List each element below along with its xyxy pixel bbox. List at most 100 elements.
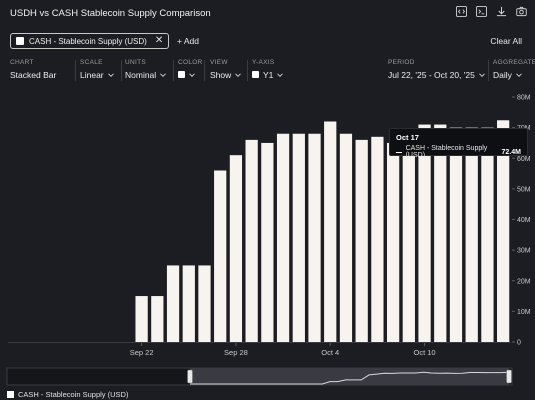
clear-all-button[interactable]: Clear All (490, 36, 522, 46)
download-icon[interactable] (496, 6, 507, 17)
y-tick-label: 40M (517, 217, 531, 224)
aggregate-label: AGGREGATE (493, 59, 535, 66)
divider (75, 60, 76, 81)
view-select[interactable]: VIEW Show (210, 59, 242, 81)
period-value: Jul 22, '25 - Oct 20, '25 (388, 69, 475, 80)
bar[interactable] (324, 121, 337, 343)
bar[interactable] (418, 124, 431, 342)
chevron-down-icon (160, 72, 167, 77)
chevron-down-icon (107, 72, 114, 77)
camera-icon[interactable] (516, 6, 527, 17)
terminal-icon[interactable] (476, 6, 487, 17)
chart-controls: CHART Stacked Bar SCALE Linear UNITS Nom… (0, 59, 535, 83)
code-icon[interactable] (456, 6, 467, 17)
bar[interactable] (481, 127, 494, 343)
bar[interactable] (261, 142, 274, 342)
bar[interactable] (449, 127, 463, 343)
divider (204, 60, 205, 81)
period-select[interactable]: PERIOD Jul 22, '25 - Oct 20, '25 (388, 59, 485, 81)
scale-label: SCALE (80, 59, 103, 66)
units-select[interactable]: UNITS Nominal (125, 59, 167, 81)
series-chip-cash[interactable]: CASH - Stablecoin Supply (USD) ✕ (10, 33, 170, 49)
bar[interactable] (198, 265, 211, 342)
bar[interactable] (214, 170, 227, 343)
divider (173, 60, 174, 81)
bar[interactable] (355, 139, 368, 343)
tooltip-value: 72.4M (501, 148, 521, 156)
bar[interactable] (229, 155, 243, 342)
navigator-handle[interactable] (187, 369, 193, 384)
bar[interactable] (371, 136, 384, 342)
bar[interactable] (135, 296, 148, 342)
bar[interactable] (339, 133, 353, 342)
page-title: USDH vs CASH Stablecoin Supply Compariso… (10, 7, 211, 19)
bar[interactable] (386, 142, 400, 342)
color-label: COLOR (178, 59, 203, 66)
series-selector-row: CASH - Stablecoin Supply (USD) ✕ + Add C… (0, 33, 535, 51)
y-tick-label: 80M (517, 95, 531, 102)
y-tick-label: 30M (517, 248, 531, 255)
bar[interactable] (245, 139, 258, 343)
scale-select[interactable]: SCALE Linear (80, 59, 114, 81)
legend-label: CASH - Stablecoin Supply (USD) (18, 390, 129, 399)
bar[interactable] (434, 124, 447, 342)
bar[interactable] (292, 133, 305, 342)
navigator-selection (190, 368, 509, 385)
range-navigator[interactable] (0, 366, 535, 388)
y-tick-label: 20M (517, 278, 531, 285)
navigator-chart[interactable] (0, 366, 535, 388)
header-bar: USDH vs CASH Stablecoin Supply Compariso… (0, 0, 535, 26)
color-swatch (178, 71, 185, 78)
x-tick-label: Oct 10 (414, 348, 436, 357)
bar[interactable] (402, 139, 415, 343)
x-tick-label: Sep 28 (224, 348, 248, 357)
series-chip-label: CASH - Stablecoin Supply (USD) (29, 36, 147, 46)
yaxis-value: Y1 (263, 69, 274, 80)
bar[interactable] (308, 133, 321, 342)
bar[interactable] (497, 120, 510, 342)
chevron-down-icon (479, 72, 485, 77)
bar[interactable] (465, 127, 478, 343)
navigator-line (190, 371, 510, 385)
chevron-down-icon (277, 72, 284, 77)
bar[interactable] (276, 133, 290, 342)
chart-tooltip: Oct 17 CASH - Stablecoin Supply (USD) 72… (389, 128, 528, 159)
chart-type-value: Stacked Bar (10, 69, 57, 80)
bar[interactable] (166, 265, 180, 342)
y-tick-label: 0 (517, 340, 521, 347)
x-tick-label: Sep 22 (130, 348, 154, 357)
series-color-swatch (16, 37, 24, 45)
tooltip-date: Oct 17 (396, 133, 419, 142)
chevron-down-icon (516, 72, 522, 77)
bar[interactable] (182, 265, 195, 342)
close-icon[interactable]: ✕ (154, 35, 164, 46)
scale-value: Linear (80, 69, 104, 80)
divider (247, 60, 248, 81)
tooltip-series-name: CASH - Stablecoin Supply (USD) (405, 145, 488, 159)
bar[interactable] (151, 296, 164, 342)
period-label: PERIOD (388, 59, 415, 66)
chart-legend[interactable]: CASH - Stablecoin Supply (USD) (7, 390, 128, 399)
chart-type-label: CHART (10, 59, 34, 66)
y-tick-label: 10M (517, 309, 531, 316)
tooltip-series-marker (396, 151, 402, 153)
divider (121, 60, 122, 81)
add-series-button[interactable]: + Add (177, 36, 199, 46)
view-value: Show (210, 69, 232, 80)
aggregate-select[interactable]: AGGREGATE Daily (493, 59, 535, 81)
chart-type-select[interactable]: CHART Stacked Bar (10, 59, 56, 81)
divider (488, 60, 489, 81)
legend-swatch (7, 391, 14, 398)
yaxis-select[interactable]: Y-AXIS Y1 (252, 59, 284, 81)
y-tick-label: 50M (517, 186, 531, 193)
view-label: VIEW (210, 59, 228, 66)
navigator-handle[interactable] (506, 369, 512, 384)
yaxis-swatch (252, 71, 259, 78)
chevron-down-icon (189, 72, 195, 77)
color-select[interactable]: COLOR (178, 59, 203, 81)
units-label: UNITS (125, 59, 146, 66)
x-tick-label: Oct 4 (321, 348, 339, 357)
aggregate-value: Daily (493, 69, 512, 80)
